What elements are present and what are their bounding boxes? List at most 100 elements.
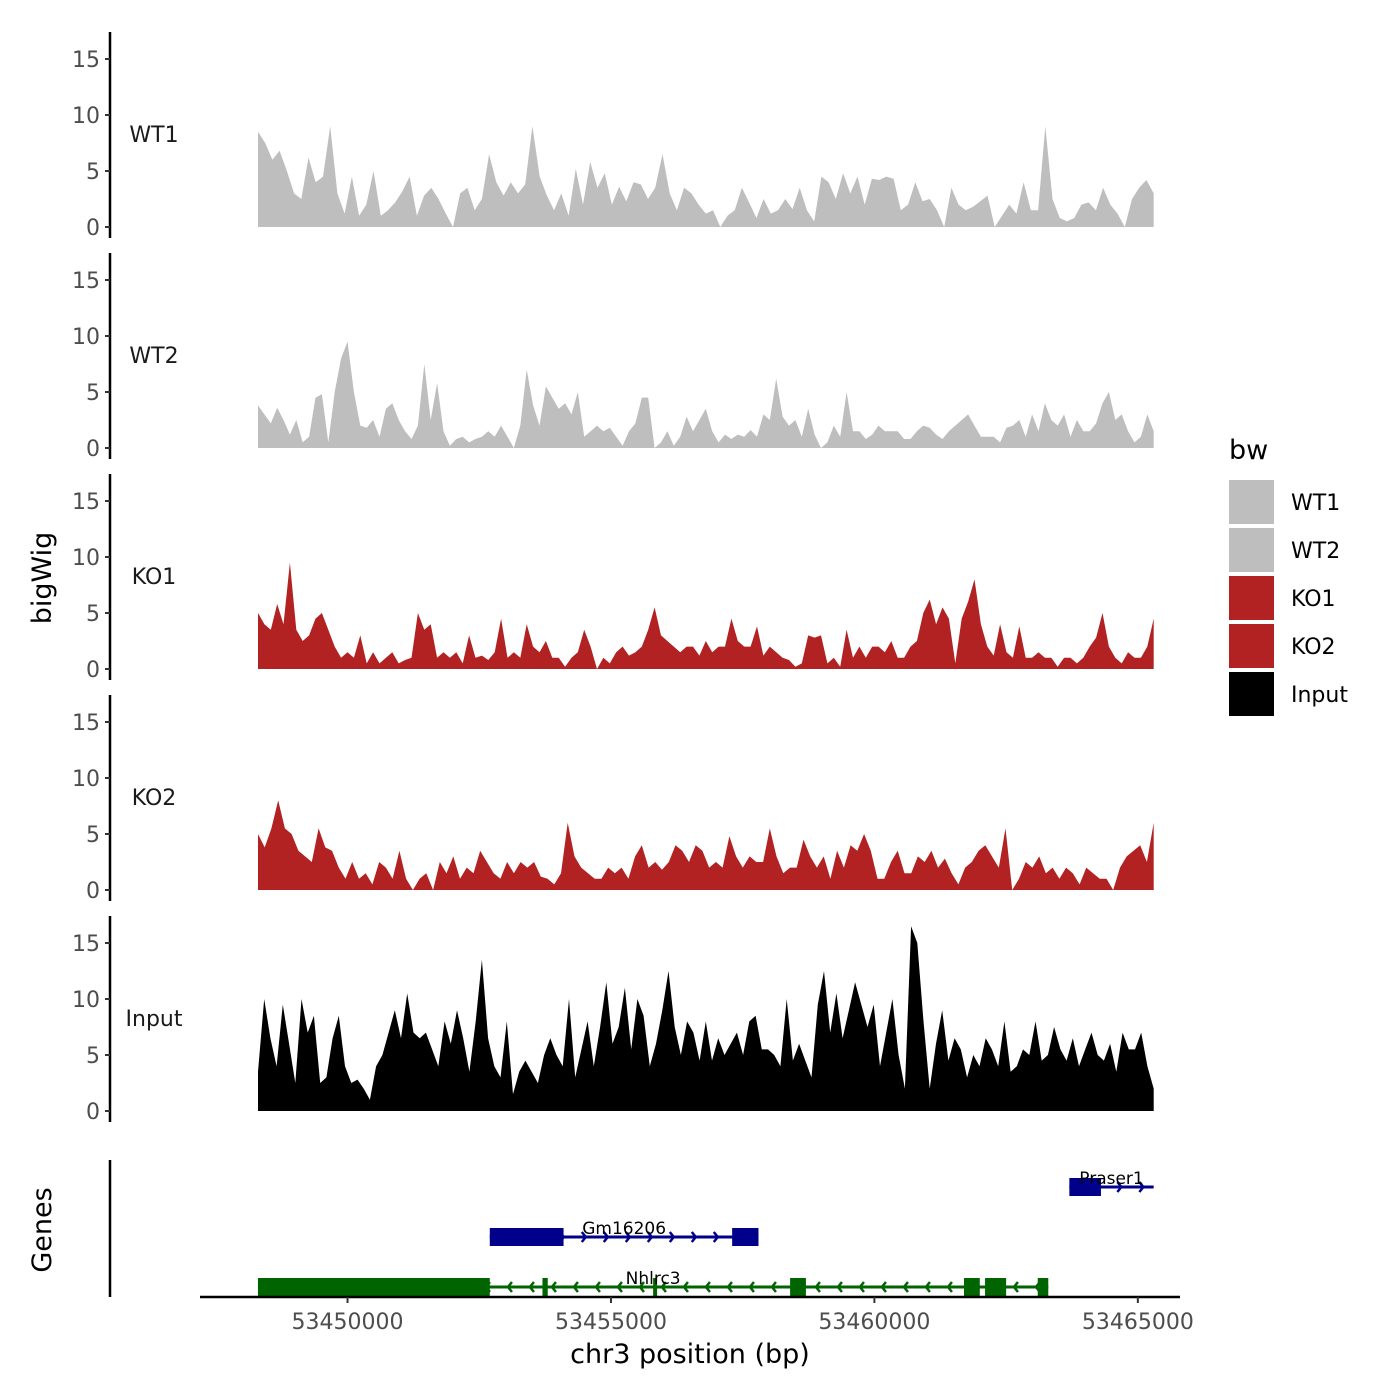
signal-area-wt1 (258, 126, 1154, 227)
exon (1069, 1178, 1101, 1196)
legend-label-ko2: KO2 (1291, 635, 1336, 660)
exon (732, 1228, 759, 1246)
x-tick-label: 53450000 (292, 1310, 404, 1335)
gene-label: Praser1 (1079, 1169, 1143, 1189)
strand-arrow (528, 1281, 535, 1293)
legend-swatch-wt1 (1229, 480, 1274, 524)
strand-arrow (638, 1281, 645, 1293)
strand-arrow (902, 1281, 909, 1293)
strand-arrow (624, 1231, 632, 1243)
legend-swatch-ko1 (1229, 576, 1274, 620)
signal-area-wt2 (258, 341, 1154, 448)
strand-arrow (1138, 1181, 1145, 1193)
track-ko1: 0 5 10 15 KO1 (72, 474, 1154, 683)
strand-arrow (858, 1281, 865, 1293)
strand-arrow (704, 1281, 711, 1293)
legend: bw WT1 WT2 KO1 KO2 Input (1229, 435, 1348, 716)
strand-arrow (836, 1281, 843, 1293)
exon (985, 1278, 1007, 1296)
strand-arrow (924, 1281, 931, 1293)
strand-arrow (550, 1281, 557, 1293)
exon (653, 1278, 658, 1296)
strand-arrow (814, 1281, 821, 1293)
gene-track: Praser1 Gm16206 Nhlrc3 (108, 1160, 1154, 1297)
strand-arrow (594, 1281, 601, 1293)
strand-arrow (580, 1231, 588, 1243)
strand-arrow (646, 1231, 654, 1243)
strand-arrow (712, 1231, 720, 1243)
strand-arrow (506, 1281, 513, 1293)
y-tick-label: 15 (72, 490, 100, 515)
legend-label-wt2: WT2 (1291, 539, 1340, 564)
x-axis: 53450000 53455000 53460000 53465000 (200, 1295, 1194, 1335)
y-tick-label: 15 (72, 711, 100, 736)
legend-label-input: Input (1291, 683, 1348, 708)
y-tick-label: 10 (72, 325, 100, 350)
y-tick-label: 5 (86, 381, 100, 406)
y-tick-label: 10 (72, 546, 100, 571)
x-tick-label: 53460000 (818, 1310, 930, 1335)
strand-arrow (690, 1231, 698, 1243)
track-label-wt1: WT1 (129, 123, 178, 148)
strand-arrow (1116, 1181, 1123, 1193)
y-tick-label: 0 (86, 879, 100, 904)
legend-swatch-ko2 (1229, 624, 1274, 668)
exon (790, 1278, 806, 1296)
strand-arrow (1012, 1281, 1019, 1293)
strand-arrow (770, 1281, 777, 1293)
y-axis-title: bigWig (27, 532, 58, 625)
y-tick-label: 0 (86, 658, 100, 683)
x-tick-label: 53465000 (1082, 1310, 1194, 1335)
strand-arrow (748, 1281, 755, 1293)
track-wt1: 0 5 10 15 WT1 (72, 32, 1154, 241)
y-tick-label: 5 (86, 602, 100, 627)
gene-praser1: Praser1 (1069, 1169, 1154, 1196)
exon (1037, 1278, 1049, 1296)
signal-area-ko2 (258, 800, 1154, 890)
x-tick-label: 53455000 (555, 1310, 667, 1335)
track-input: 0 5 10 15 Input (72, 916, 1154, 1125)
y-tick-label: 5 (86, 160, 100, 185)
strand-arrow (602, 1231, 610, 1243)
y-tick-label: 10 (72, 767, 100, 792)
track-label-wt2: WT2 (129, 344, 178, 369)
gene-label: Gm16206 (582, 1219, 666, 1239)
strand-arrow (660, 1281, 667, 1293)
y-tick-label: 15 (72, 932, 100, 957)
gene-gm16206: Gm16206 (489, 1219, 759, 1246)
exon (542, 1278, 548, 1296)
strand-arrow (726, 1281, 733, 1293)
genes-axis-title: Genes (27, 1187, 58, 1272)
signal-area-ko1 (258, 562, 1154, 669)
strand-arrow (668, 1231, 676, 1243)
track-label-ko2: KO2 (132, 786, 177, 811)
track-wt2: 0 5 10 15 WT2 (72, 253, 1154, 462)
strand-arrow (880, 1281, 887, 1293)
strand-arrow (616, 1281, 623, 1293)
exon (489, 1228, 564, 1246)
strand-arrow (682, 1281, 689, 1293)
y-tick-label: 10 (72, 988, 100, 1013)
y-tick-label: 0 (86, 1100, 100, 1125)
legend-swatch-wt2 (1229, 528, 1274, 572)
exon (257, 1278, 490, 1296)
y-tick-label: 5 (86, 823, 100, 848)
legend-title: bw (1229, 435, 1268, 466)
gene-label: Nhlrc3 (626, 1269, 681, 1289)
legend-swatch-input (1229, 672, 1274, 716)
x-axis-title: chr3 position (bp) (570, 1339, 810, 1370)
y-tick-label: 15 (72, 269, 100, 294)
strand-arrow (572, 1281, 579, 1293)
signal-area-input (258, 926, 1154, 1111)
gene-nhlrc3: Nhlrc3 (257, 1269, 1049, 1296)
signal-tracks: 0 5 10 15 WT1 0 5 10 15 WT2 0 5 10 15 KO1 0 5 10 15 KO2 0 5 10… (72, 32, 1154, 1125)
y-tick-label: 5 (86, 1044, 100, 1069)
y-tick-label: 0 (86, 437, 100, 462)
legend-label-wt1: WT1 (1291, 491, 1340, 516)
legend-label-ko1: KO1 (1291, 587, 1336, 612)
exon (963, 1278, 980, 1296)
track-label-ko1: KO1 (132, 565, 177, 590)
track-label-input: Input (126, 1007, 183, 1032)
